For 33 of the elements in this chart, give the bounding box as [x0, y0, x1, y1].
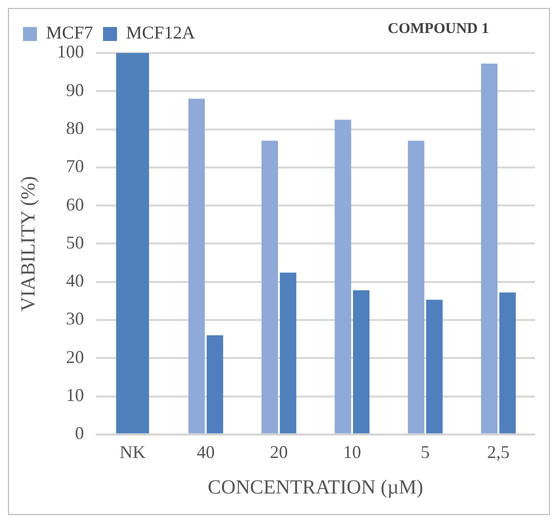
bar — [353, 290, 370, 434]
y-tick-label: 100 — [57, 42, 84, 62]
chart-frame: COMPOUND 1 CONCENTRATION (µM) VIABILITY (%) MCF7 MCF12A NK 40 20 10 5 2,5 0 10 20 30 40 50 60 70 80 90 100 — [8, 8, 550, 515]
y-tick-label: 60 — [66, 194, 84, 214]
x-tick-label: 5 — [420, 442, 430, 462]
bar — [426, 300, 443, 434]
y-tick-label: 90 — [66, 80, 84, 100]
x-tick-label: 10 — [343, 442, 362, 462]
x-tick-label: NK — [120, 442, 146, 462]
legend-label: MCF12A — [126, 22, 196, 43]
y-tick-label: 80 — [66, 118, 84, 138]
y-tick-label: 70 — [66, 156, 84, 176]
y-tick-label: 50 — [66, 232, 84, 252]
y-tick-label: 40 — [66, 270, 84, 291]
bar — [262, 140, 278, 434]
bar — [408, 140, 424, 434]
y-tick-label: 0 — [75, 423, 84, 444]
chart-title: COMPOUND 1 — [388, 21, 489, 38]
bar — [206, 335, 224, 434]
x-axis-title: CONCENTRATION (µM) — [208, 476, 424, 498]
x-tick-label: 2,5 — [487, 442, 510, 462]
y-tick-label: 20 — [66, 346, 84, 367]
y-axis-title: VIABILITY (%) — [17, 176, 40, 312]
bar — [334, 120, 352, 434]
legend-label: MCF7 — [46, 22, 94, 43]
y-tick-label: 30 — [66, 308, 84, 329]
bar — [280, 272, 296, 434]
bar — [188, 98, 205, 434]
bar — [499, 292, 516, 434]
y-tick-label: 10 — [66, 384, 84, 405]
x-tick-label: 20 — [270, 442, 288, 462]
x-tick-label: 40 — [196, 442, 215, 462]
bar — [481, 64, 498, 434]
